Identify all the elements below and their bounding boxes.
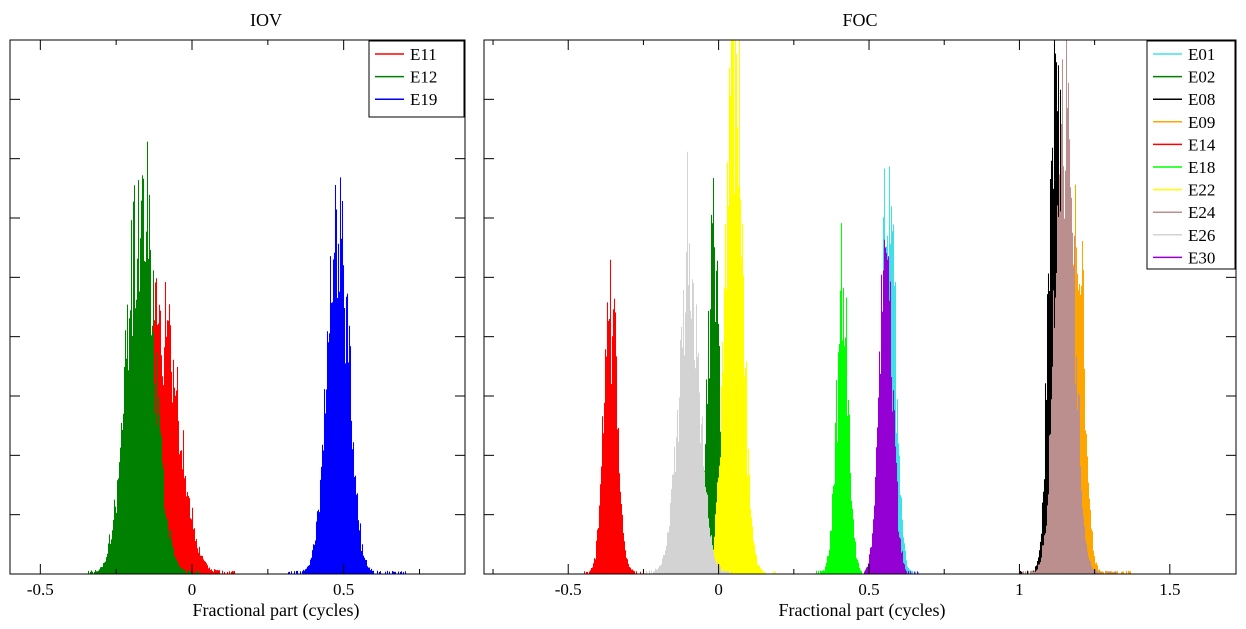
plot-frame <box>9 39 466 575</box>
legend-label-e11: E11 <box>410 45 437 64</box>
iov-title: IOV <box>250 10 282 30</box>
legend-label-e19: E19 <box>410 90 437 109</box>
legend-label-e22: E22 <box>1188 181 1215 200</box>
foc-axes: -0.5 0 0.5 1 1.5 <box>483 39 1237 599</box>
foc-bars <box>583 40 1132 574</box>
legend-label-e24: E24 <box>1188 203 1216 222</box>
histogram-series-e18 <box>815 223 878 574</box>
legend-box <box>368 40 465 118</box>
legend-label-e30: E30 <box>1188 248 1215 267</box>
legend-label-e09: E09 <box>1188 113 1215 132</box>
legend-label-e12: E12 <box>410 68 437 87</box>
x-tick-label: 0.5 <box>858 580 879 599</box>
legend-label-e08: E08 <box>1188 90 1215 109</box>
histogram-series-e19 <box>287 177 407 574</box>
x-tick-label: 0.5 <box>333 580 354 599</box>
histogram-series-e26 <box>645 151 733 574</box>
x-tick-label: -0.5 <box>555 580 582 599</box>
legend-label-e18: E18 <box>1188 158 1215 177</box>
x-tick-label: 1.5 <box>1159 580 1180 599</box>
iov-legend: E11 E12 E19 <box>368 40 465 118</box>
foc-legend: E01 E02 E08 E09 E14 E18 E22 E24 E26 E30 <box>1146 40 1236 270</box>
iov-panel: IOV Fractional part (cycles) -0.5 0 0.5 E1… <box>9 10 466 621</box>
histogram-series-e14 <box>583 259 645 574</box>
x-tick-label: -0.5 <box>27 580 54 599</box>
histogram-series-e24 <box>1021 40 1117 574</box>
iov-x-axis-label: Fractional part (cycles) <box>193 600 360 621</box>
legend-label-e01: E01 <box>1188 45 1215 64</box>
legend-box <box>1146 40 1236 270</box>
x-tick-label: 0 <box>188 580 197 599</box>
iov-bars <box>87 141 407 574</box>
plot-frame <box>483 39 1237 575</box>
foc-title: FOC <box>842 10 877 30</box>
x-tick-label: 0 <box>714 580 723 599</box>
histogram-series-e30 <box>863 239 919 574</box>
x-tick-label: 1 <box>1015 580 1024 599</box>
iov-axes: -0.5 0 0.5 <box>9 39 466 599</box>
legend-label-e02: E02 <box>1188 68 1215 87</box>
histogram-series-e12 <box>87 141 201 574</box>
foc-panel: FOC Fractional part (cycles) -0.5 0 0.5 1 1.… <box>483 10 1237 621</box>
legend-label-e14: E14 <box>1188 135 1216 154</box>
foc-x-axis-label: Fractional part (cycles) <box>779 600 946 621</box>
legend-label-e26: E26 <box>1188 226 1215 245</box>
